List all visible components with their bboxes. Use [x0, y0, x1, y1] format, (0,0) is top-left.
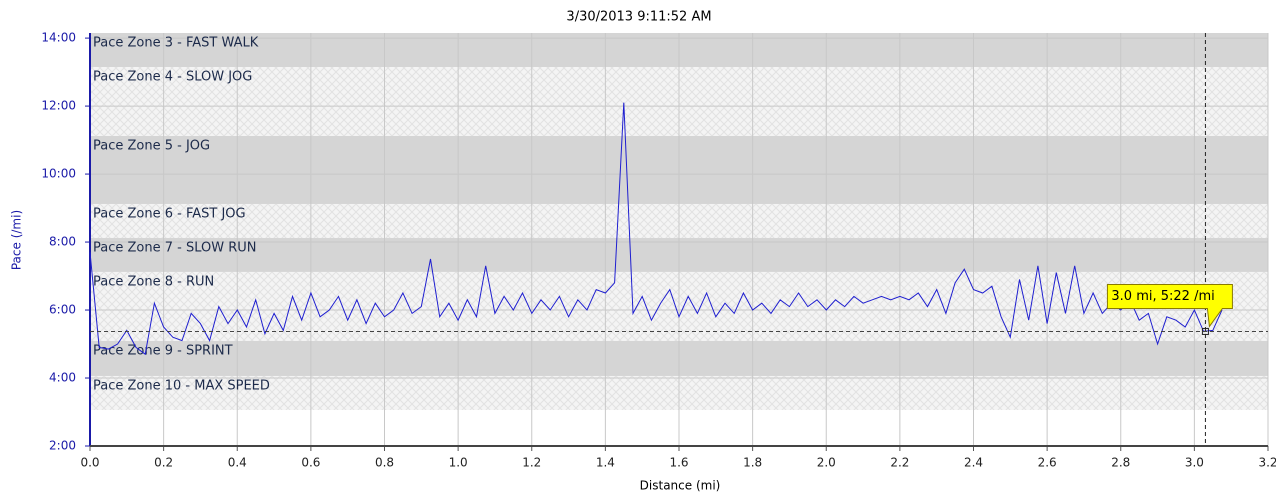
y-tick-label: 8:00 — [49, 235, 76, 249]
x-tick-label: 1.4 — [596, 456, 615, 470]
pace-line — [89, 102, 1223, 356]
zone-label: Pace Zone 3 - FAST WALK — [93, 36, 259, 51]
x-tick-label: 0.0 — [80, 456, 99, 470]
y-tick-label: 12:00 — [41, 99, 76, 113]
x-tick-label: 1.2 — [522, 456, 541, 470]
zone-label: Pace Zone 6 - FAST JOG — [93, 206, 246, 221]
chart-title: 3/30/2013 9:11:52 AM — [566, 10, 711, 25]
y-tick-label: 10:00 — [41, 167, 76, 181]
zone-label: Pace Zone 9 - SPRINT — [93, 343, 233, 358]
zone-label: Pace Zone 4 - SLOW JOG — [93, 69, 252, 84]
y-tick-label: 6:00 — [49, 303, 76, 317]
zone-label: Pace Zone 8 - RUN — [93, 274, 214, 289]
y-tick-label: 14:00 — [41, 31, 76, 45]
zone-label: Pace Zone 5 - JOG — [93, 138, 210, 153]
x-tick-label: 1.0 — [449, 456, 468, 470]
x-tick-label: 0.4 — [228, 456, 247, 470]
y-axis-label: Pace (/mi) — [10, 210, 24, 270]
tooltip-box — [1106, 283, 1233, 328]
x-tick-label: 1.6 — [669, 456, 688, 470]
x-tick-label: 0.8 — [375, 456, 394, 470]
x-tick-label: 2.8 — [1111, 456, 1130, 470]
zone-label: Pace Zone 7 - SLOW RUN — [93, 240, 256, 255]
x-tick-label: 0.2 — [154, 456, 173, 470]
x-tick-label: 3.2 — [1258, 456, 1276, 470]
x-tick-label: 1.8 — [743, 456, 762, 470]
y-tick-label: 4:00 — [49, 371, 76, 385]
y-tick-label: 2:00 — [49, 439, 76, 453]
x-tick-label: 3.0 — [1185, 456, 1204, 470]
x-tick-label: 2.2 — [890, 456, 909, 470]
tooltip-text: 3.0 mi, 5:22 /mi — [1111, 289, 1214, 304]
x-tick-label: 2.6 — [1038, 456, 1057, 470]
zone-label: Pace Zone 10 - MAX SPEED — [93, 378, 270, 393]
x-tick-label: 2.0 — [817, 456, 836, 470]
x-axis-label: Distance (mi) — [640, 479, 721, 493]
x-tick-label: 0.6 — [301, 456, 320, 470]
crosshair-marker — [1201, 327, 1209, 335]
x-tick-label: 2.4 — [964, 456, 983, 470]
